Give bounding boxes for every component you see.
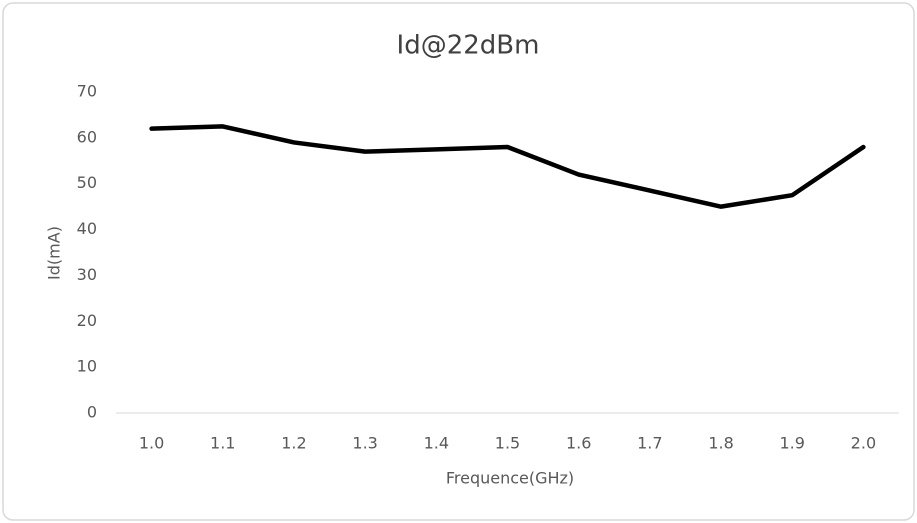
y-tick-label: 10 [77,357,97,376]
y-tick-label: 60 [77,127,97,146]
x-tick-label: 2.0 [851,434,876,453]
y-tick-label: 70 [77,82,97,101]
x-tick-label: 1.2 [281,434,306,453]
x-tick-label: 1.8 [708,434,733,453]
y-axis-label: Id(mA) [45,226,64,280]
x-tick-label: 1.9 [780,434,805,453]
y-tick-label: 30 [77,265,97,284]
x-axis-label: Frequence(GHz) [446,469,574,488]
x-tick-label: 1.6 [566,434,591,453]
chart-title: Id@22dBm [397,31,540,61]
y-tick-label: 40 [77,219,97,238]
y-tick-label: 20 [77,311,97,330]
y-tick-label: 0 [87,403,97,422]
data-line [149,124,866,209]
x-tick-label: 1.4 [424,434,449,453]
x-tick-label: 1.3 [352,434,377,453]
x-tick-label: 1.7 [637,434,662,453]
x-tick-label: 1.1 [210,434,235,453]
x-tick-label: 1.5 [495,434,520,453]
x-tick-label: 1.0 [139,434,164,453]
y-tick-label: 50 [77,173,97,192]
